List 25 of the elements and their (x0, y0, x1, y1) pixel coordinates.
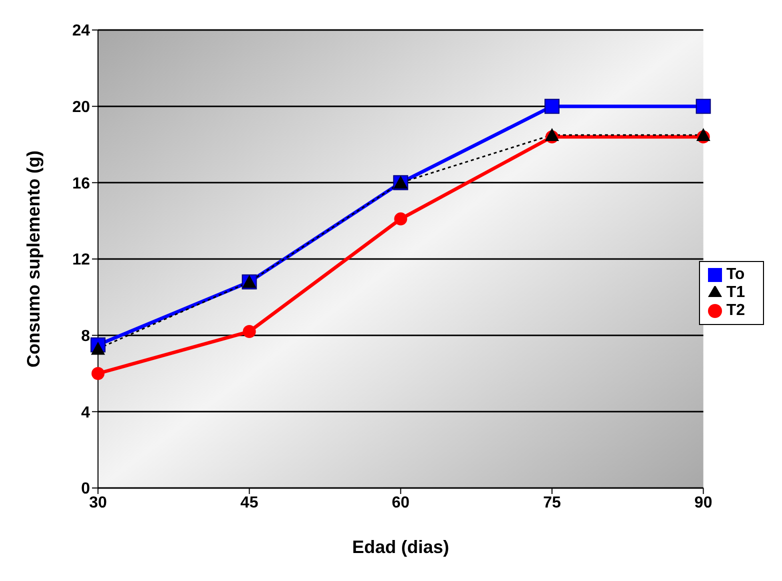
point (91, 342, 105, 355)
point (696, 128, 710, 141)
point (544, 98, 560, 114)
x-tick-label: 75 (543, 494, 561, 512)
y-tick-label: 8 (81, 328, 90, 346)
x-tick-label: 60 (392, 494, 410, 512)
legend-label: T2 (726, 302, 745, 319)
y-tick-label: 16 (72, 175, 90, 192)
x-tick-label: 30 (89, 494, 107, 512)
point (92, 367, 104, 380)
y-tick-label: 4 (81, 404, 90, 422)
point (394, 212, 408, 226)
x-axis-title: Edad (dias) (352, 537, 450, 557)
x-tick-label: 90 (694, 494, 712, 512)
legend-label: T1 (726, 284, 745, 301)
point (242, 325, 256, 338)
y-tick-label: 0 (81, 480, 90, 498)
y-tick-label: 12 (72, 252, 90, 269)
y-axis-title: Consumo suplemento (g) (23, 150, 44, 368)
point (696, 98, 711, 114)
legend-label: To (726, 266, 745, 283)
y-tick-label: 20 (72, 99, 90, 116)
x-tick-label: 45 (240, 494, 258, 512)
y-tick-label: 24 (72, 22, 90, 40)
point (544, 128, 559, 141)
